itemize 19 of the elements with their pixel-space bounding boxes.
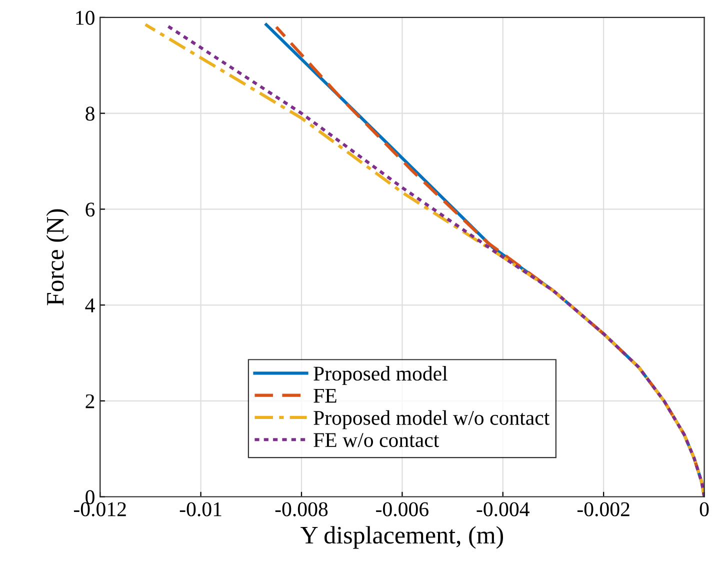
legend-label: Proposed model w/o contact xyxy=(314,410,550,430)
legend-label: FE w/o contact xyxy=(314,433,440,448)
y-tick-label: 2 xyxy=(86,394,94,408)
y-tick-label: 0 xyxy=(86,490,94,504)
x-tick-label: -0.008 xyxy=(275,502,328,516)
x-tick-label: -0.01 xyxy=(180,502,222,516)
y-tick-label: 8 xyxy=(86,106,94,121)
legend-label: Proposed model xyxy=(314,366,448,385)
y-tick-label: 10 xyxy=(76,10,94,25)
x-tick-label: -0.004 xyxy=(476,502,530,516)
x-tick-label: 0 xyxy=(700,502,709,516)
legend-label: FE xyxy=(314,388,336,403)
x-axis-title: Y displacement, (m) xyxy=(300,526,504,549)
y-tick-label: 4 xyxy=(85,298,95,312)
x-tick-label: -0.006 xyxy=(376,502,428,516)
y-axis-title: Force (N) xyxy=(46,209,69,306)
x-tick-label: -0.012 xyxy=(74,502,126,516)
y-tick-label: 6 xyxy=(86,202,95,217)
x-tick-label: -0.002 xyxy=(577,502,630,516)
